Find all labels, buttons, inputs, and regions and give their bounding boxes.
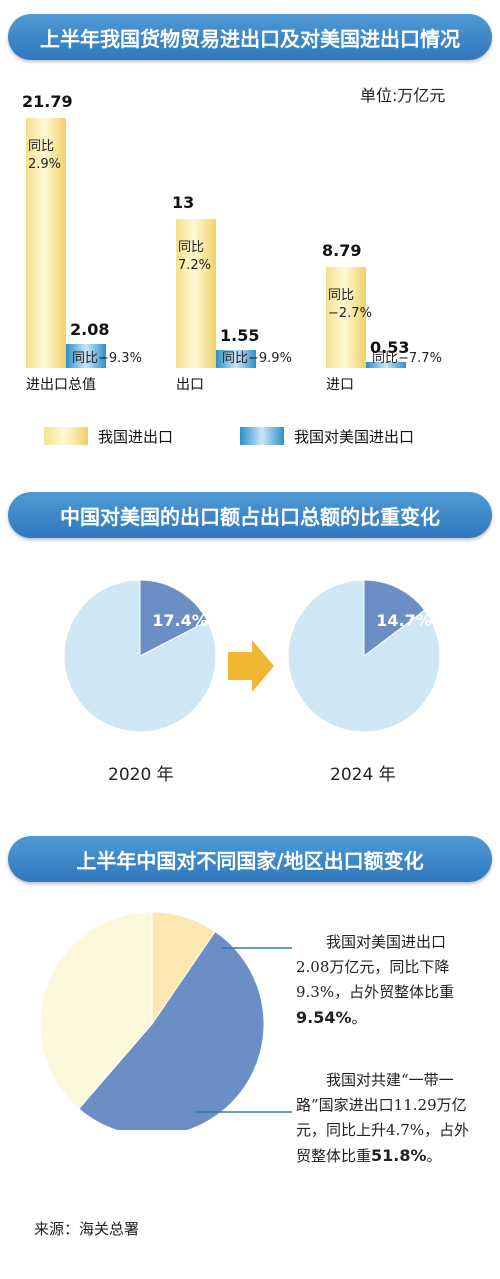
category-label-2: 进口 [326, 377, 354, 393]
section3-title: 上半年中国对不同国家/地区出口额变化 [8, 836, 492, 882]
bar-us-value-1: 1.55 [220, 326, 260, 346]
bar-us-value-0: 2.08 [70, 320, 110, 340]
pie-share-slice-0 [139, 579, 209, 657]
region-slice-2 [39, 911, 153, 1110]
note-belt-road: 我国对共建“一带一路”国家进出口11.29万亿元，同比上升4.7%，占外贸整体比… [296, 1071, 470, 1165]
bar-total-value-1: 13 [172, 192, 195, 212]
bar-us-value-2: 0.53 [370, 337, 410, 357]
bar-us-2 [366, 361, 406, 368]
bar-total-value-2: 8.79 [322, 241, 362, 261]
bar-us-0 [66, 344, 106, 368]
bar-total-0 [26, 118, 66, 368]
section1-title: 上半年我国货物贸易进出口及对美国进出口情况 [8, 14, 492, 60]
pie-2020: 17.4% [63, 579, 217, 733]
unit-label: 单位:万亿元 [360, 86, 446, 105]
pie-rest-slice-1 [287, 579, 441, 733]
share-pies: 17.4% 14.7% [63, 579, 441, 733]
pie-share-slice-1 [363, 579, 426, 658]
arrow-icon [228, 640, 274, 692]
bar-total-value-0: 21.79 [22, 92, 73, 111]
bar-us-yoy-2: 同比−7.7% [372, 351, 442, 366]
bar-total-yoy-2: 同比 −2.7% [328, 288, 372, 322]
source-label: 来源：海关总署 [34, 1220, 140, 1238]
pie-share-label-1: 14.7% [376, 611, 432, 630]
year-2020-label: 2020 年 [108, 765, 174, 785]
bar-us-1 [216, 350, 256, 368]
category-label-1: 出口 [176, 377, 204, 393]
category-label-0: 进出口总值 [26, 377, 96, 393]
legend-us-label: 我国对美国进出口 [294, 428, 415, 446]
bar-total-1 [176, 218, 216, 368]
bar-total-2 [326, 267, 366, 368]
pie-rest-slice-0 [63, 579, 217, 733]
legend-total-swatch [44, 427, 88, 445]
bar-total-yoy-0: 同比 2.9% [28, 139, 62, 172]
bar-us-yoy-0: 同比−9.3% [72, 351, 142, 366]
year-2024-label: 2024 年 [330, 765, 396, 785]
region-pie [39, 911, 292, 1130]
pie-share-label-0: 17.4% [152, 611, 208, 630]
pie-2024: 14.7% [287, 579, 441, 733]
region-slice-1 [78, 930, 265, 1130]
bar-us-yoy-1: 同比−9.9% [222, 351, 292, 366]
bar-total-yoy-1: 同比 7.2% [178, 239, 212, 273]
section2-title: 中国对美国的出口额占出口总额的比重变化 [8, 492, 492, 538]
legend-total-label: 我国进出口 [98, 428, 174, 446]
note-us: 我国对美国进出口2.08万亿元，同比下降9.3%，占外贸整体比重9.54%。 [296, 933, 455, 1027]
legend-us-swatch [240, 427, 284, 445]
